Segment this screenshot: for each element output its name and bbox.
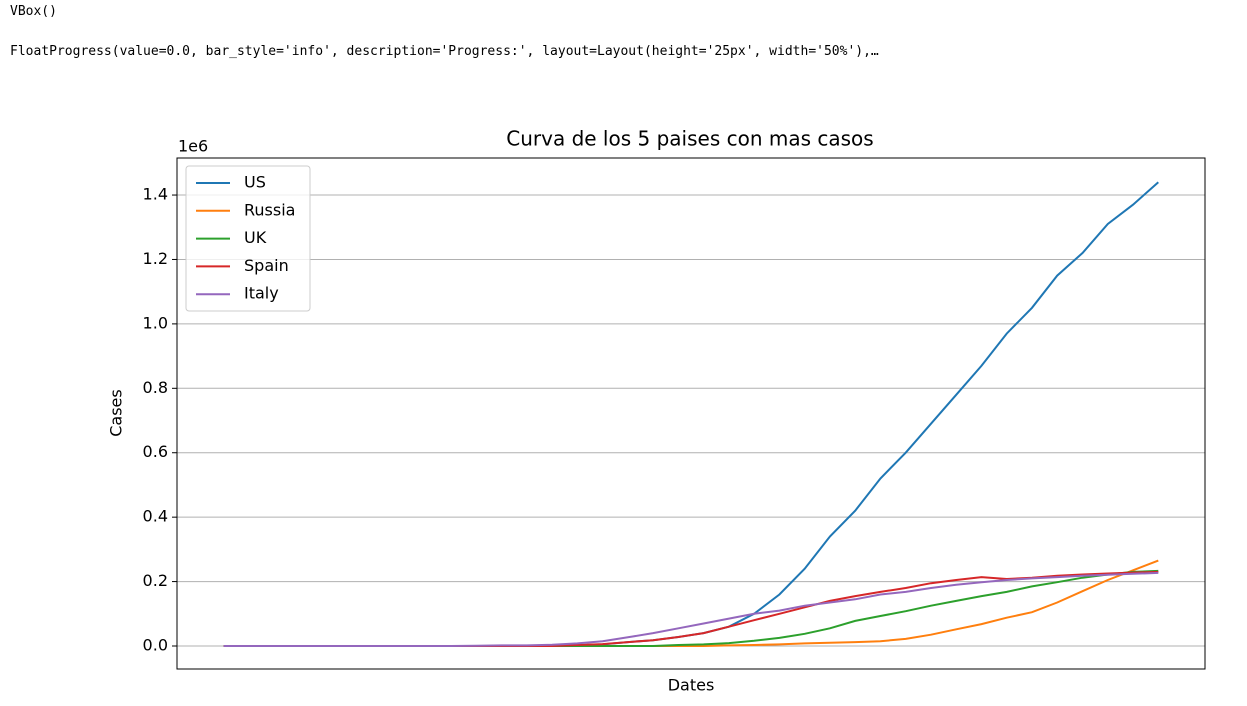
x-axis-label: Dates bbox=[668, 676, 715, 695]
y-offset-label: 1e6 bbox=[178, 137, 208, 156]
plot-frame bbox=[176, 157, 1206, 670]
legend-label: Russia bbox=[244, 200, 295, 219]
y-tick-label: 0.6 bbox=[143, 442, 168, 461]
chart-title: Curva de los 5 paises con mas casos bbox=[506, 127, 873, 151]
y-tick-label: 1.4 bbox=[143, 185, 168, 204]
y-tick-label: 0.4 bbox=[143, 507, 168, 526]
y-tick-label: 0.2 bbox=[143, 571, 168, 590]
legend-label: Italy bbox=[244, 284, 279, 303]
y-tick-label: 0.8 bbox=[143, 378, 168, 397]
line bbox=[223, 570, 1159, 647]
line bbox=[223, 559, 1159, 647]
cell-output: FloatProgress(value=0.0, bar_style='info… bbox=[10, 44, 879, 59]
y-axis-label: Cases bbox=[107, 389, 126, 437]
cell-output: VBox() bbox=[10, 4, 57, 19]
legend-label: UK bbox=[244, 228, 267, 247]
y-tick-label: 1.2 bbox=[143, 249, 168, 268]
legend-box bbox=[185, 165, 311, 312]
legend-label: US bbox=[244, 173, 266, 192]
line bbox=[223, 181, 1159, 647]
y-tick-label: 1.0 bbox=[143, 313, 168, 332]
line bbox=[223, 571, 1159, 647]
y-tick-label: 0.0 bbox=[143, 636, 168, 655]
legend-label: Spain bbox=[244, 256, 289, 275]
